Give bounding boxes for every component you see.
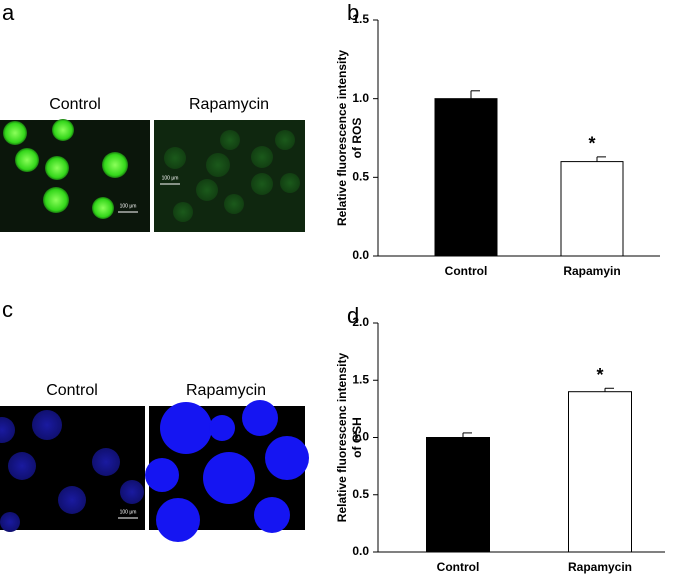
y-tick-label: 0.5 (352, 170, 369, 184)
y-tick-label: 2.0 (352, 315, 369, 329)
bar (568, 391, 632, 553)
x-tick-label: Control (437, 560, 480, 574)
y-tick-label: 1.0 (352, 430, 369, 444)
y-tick-label: 1.0 (352, 91, 369, 105)
y-axis-label: of ROS (350, 118, 364, 159)
y-axis-label: Relative fluorescence intensity (335, 50, 349, 226)
scale-bar-label: 100 μm (120, 203, 137, 209)
y-tick-label: 0.0 (352, 248, 369, 262)
x-tick-label: Rapamyin (563, 264, 620, 278)
cells (3, 119, 128, 219)
image-caption: Control (49, 96, 101, 113)
bar (426, 437, 490, 553)
annotation: * (596, 365, 603, 385)
annotation: * (588, 134, 595, 154)
bar (434, 98, 498, 257)
scale-bar-label: 100 μm (162, 175, 179, 181)
y-axis-label: Relative fluorescenc intensity (335, 352, 349, 522)
panel-label: b (347, 0, 359, 25)
cells (164, 130, 300, 222)
y-tick-label: 1.5 (352, 372, 369, 386)
y-tick-label: 0.5 (352, 487, 369, 501)
scale-bar-label: 100 μm (120, 509, 137, 515)
image-caption: Rapamycin (186, 382, 266, 399)
cells (145, 400, 309, 542)
panel-label: c (2, 297, 13, 322)
image-caption: Control (46, 382, 98, 399)
y-tick-label: 0.0 (352, 544, 369, 558)
x-tick-label: Control (445, 264, 488, 278)
bar (560, 161, 624, 257)
x-tick-label: Rapamycin (568, 560, 632, 574)
image-caption: Rapamycin (189, 96, 269, 113)
panel-label: a (2, 0, 15, 25)
panel-label: d (347, 303, 359, 328)
cells (0, 410, 144, 532)
y-axis-label: of GSH (350, 417, 364, 458)
y-tick-label: 1.5 (352, 12, 369, 26)
